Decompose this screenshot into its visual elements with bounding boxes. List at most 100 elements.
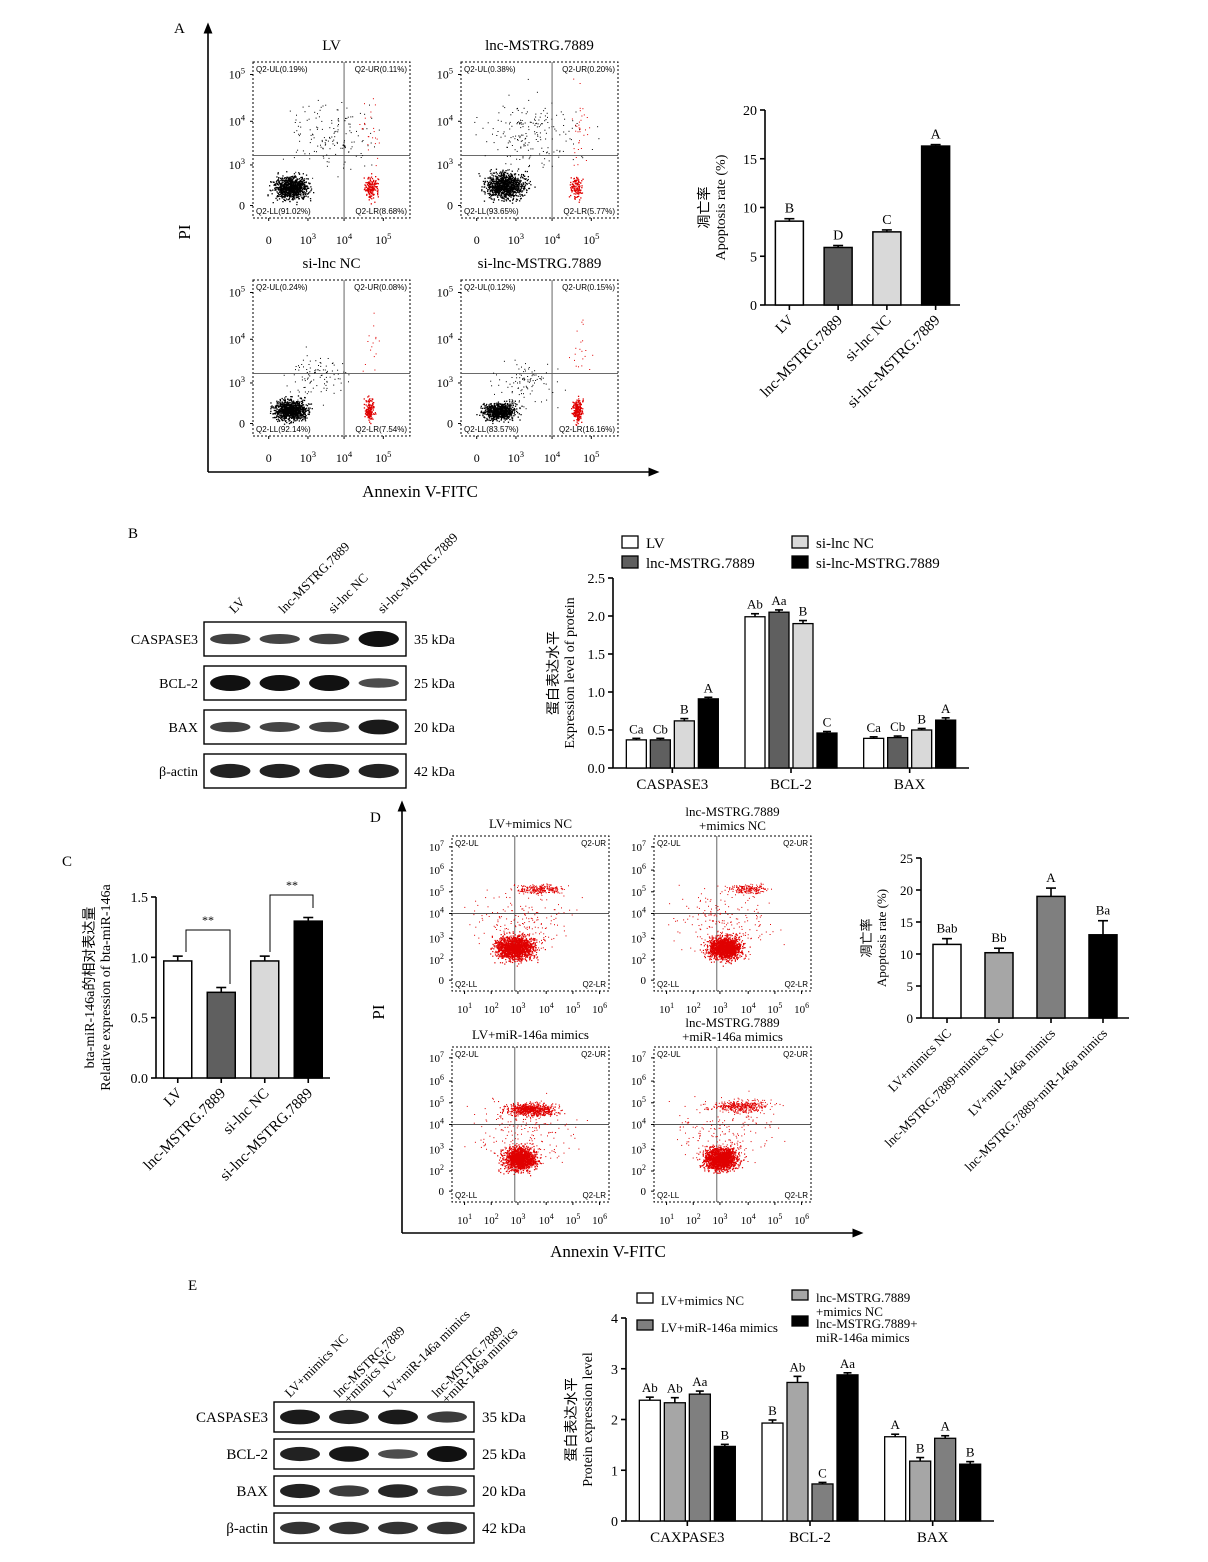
blot-e-band <box>280 1446 320 1462</box>
chart-e-bar <box>786 1381 809 1522</box>
flow-d-y-tick-label: 106 <box>631 1073 646 1088</box>
flow-d-y-tick-label: 102 <box>429 1163 444 1178</box>
flow-d-quadrant-ul: Q2-UL <box>657 839 681 848</box>
chart-e-legend-label: LV+miR-146a mimics <box>661 1320 778 1335</box>
flow-a-x-tick-label: 104 <box>544 231 561 247</box>
chart-b-bar <box>673 720 695 769</box>
flow-d-events <box>464 883 583 967</box>
flow-d-x-tick-label: 106 <box>592 1212 607 1227</box>
chart-c-bar <box>206 991 236 1079</box>
flow-d-plot-title: LV+mimics NC <box>489 816 572 831</box>
chart-c-x-tick-label: LV <box>161 1085 186 1110</box>
flow-a-quadrant-ul: Q2-UL(0.38%) <box>464 65 516 74</box>
blot-e-band <box>329 1521 369 1535</box>
flow-a-y-tick-label: 104 <box>229 112 246 128</box>
flow-a-events <box>474 78 600 204</box>
chart-b-bar <box>744 616 766 769</box>
chart-b-y-title: Expression level of protein <box>563 597 578 748</box>
chart-b-y-tick-label: 0.5 <box>588 724 606 739</box>
chart-e-legend-label: +mimics NC <box>816 1304 883 1319</box>
blot-e-row-label: BCL-2 <box>226 1447 268 1463</box>
chart-e-x-tick-label: BAX <box>917 1530 949 1546</box>
chart-a-bar <box>920 145 951 306</box>
flow-a-plot-title: si-lnc-MSTRG.7889 <box>478 256 602 272</box>
chart-b-sig-letter: B <box>917 711 926 726</box>
flow-a-plot-0: LV Q2-UL(0.19%) Q2-UR(0.11%) Q2-LL(91.02%) Q… <box>229 38 411 247</box>
flow-a-x-tick-label: 105 <box>375 231 391 247</box>
chart-e-sig-letter: B <box>916 1441 925 1456</box>
chart-c-y-title-cn: bta-miR-146a的相对表达量 <box>82 907 98 1069</box>
flow-a-y-tick-label: 104 <box>437 330 454 346</box>
chart-d-sig-letter: Bab <box>937 921 958 936</box>
flow-d-y-tick-label: 103 <box>631 930 646 945</box>
blot-b-band <box>259 675 300 691</box>
chart-e-bar <box>909 1460 932 1522</box>
chart-d-bar <box>932 943 962 1019</box>
flow-d-y-tick-label: 105 <box>631 884 646 899</box>
blot-b-kda-label: 25 kDa <box>414 677 456 692</box>
chart-c-y-title: Relative expression of bta-miR-146a <box>99 883 114 1090</box>
chart-a-axes: 0 5 10 15 20 凋亡率 Apoptosis rate (%) <box>696 104 960 314</box>
flow-d-quadrant-ul: Q2-UL <box>657 1050 681 1059</box>
chart-c-bar <box>163 960 193 1079</box>
blot-b-band <box>210 675 251 691</box>
flow-a-plot-3: si-lnc-MSTRG.7889 Q2-UL(0.12%) Q2-UR(0.15%… <box>437 256 619 465</box>
chart-d-sig-letter: Bb <box>991 930 1006 945</box>
chart-b-bar <box>935 719 957 769</box>
flow-a-x-tick-label: 103 <box>508 231 524 247</box>
flow-a-plot-frame <box>252 61 411 219</box>
chart-d-bar <box>984 951 1014 1019</box>
chart-c-y-tick-label: 1.0 <box>131 951 149 966</box>
flow-a-x-tick-label: 103 <box>508 449 524 465</box>
chart-a-sig-letter: D <box>833 229 843 244</box>
sig-bracket-1 <box>185 929 231 984</box>
blot-b-row-label: BAX <box>168 721 198 736</box>
blot-b-band <box>358 763 399 779</box>
chart-c-x-tick-label: lnc-MSTRG.7889 <box>141 1086 229 1174</box>
blot-e-row-label: BAX <box>236 1484 268 1500</box>
flow-a-quadrant-ur: Q2-UR(0.20%) <box>562 65 615 74</box>
chart-b-bar <box>625 739 647 769</box>
flow-a-quadrant-lr: Q2-LR(5.77%) <box>563 207 615 216</box>
blot-e-blot: CASPASE3 35 kDa BCL-2 25 kDa BAX 20 kDa β-acti… <box>196 1401 526 1544</box>
chart-e-y-title-cn: 蛋白表达水平 <box>564 1378 580 1462</box>
chart-b-y-tick-label: 2.5 <box>588 572 606 587</box>
chart-b-sig-letter: Ab <box>747 597 763 612</box>
blot-b-band <box>210 633 251 645</box>
chart-b-sig-letter: Cb <box>653 721 668 736</box>
blot-e-band <box>329 1409 369 1425</box>
flow-d-quadrant-ur: Q2-UR <box>783 839 808 848</box>
panel-label-a: A <box>174 21 185 37</box>
flow-d-events <box>668 1090 786 1174</box>
blot-b-lane-label: LV <box>226 594 248 616</box>
chart-a-sig-letter: B <box>785 202 794 217</box>
chart-a-y-tick-label: 20 <box>743 104 757 119</box>
blot-b-band <box>210 721 251 733</box>
sig-bracket-2 <box>269 894 314 952</box>
flow-a-x-tick-label: 0 <box>474 451 480 465</box>
chart-b-legend-swatch <box>621 555 639 569</box>
chart-e-bar <box>638 1399 661 1522</box>
chart-d-bar <box>1088 934 1118 1019</box>
chart-b-legend-swatch <box>791 555 809 569</box>
blot-e-band <box>378 1484 418 1498</box>
chart-c-bar <box>293 920 323 1079</box>
flow-d-x-tick-label: 104 <box>741 1001 756 1016</box>
flow-d-x-tick-label: 106 <box>794 1001 809 1016</box>
chart-b-sig-letter: A <box>704 680 714 695</box>
flow-a-y-tick-label: 104 <box>437 112 454 128</box>
blot-e-band <box>329 1446 369 1462</box>
chart-b-bar <box>887 736 909 769</box>
flow-d-events <box>668 882 785 967</box>
flow-d-x-tick-label: 104 <box>539 1001 554 1016</box>
chart-a-y-title: Apoptosis rate (%) <box>714 154 729 260</box>
flow-a-x-tick-label: 104 <box>336 449 353 465</box>
flow-d-quadrant-ur: Q2-UR <box>581 1050 606 1059</box>
flow-d-y-tick-label: 107 <box>631 839 646 854</box>
flow-a-y-tick-label: 0 <box>239 199 245 213</box>
flow-a-events <box>267 98 380 206</box>
flow-a-y-tick-label: 103 <box>437 156 453 172</box>
